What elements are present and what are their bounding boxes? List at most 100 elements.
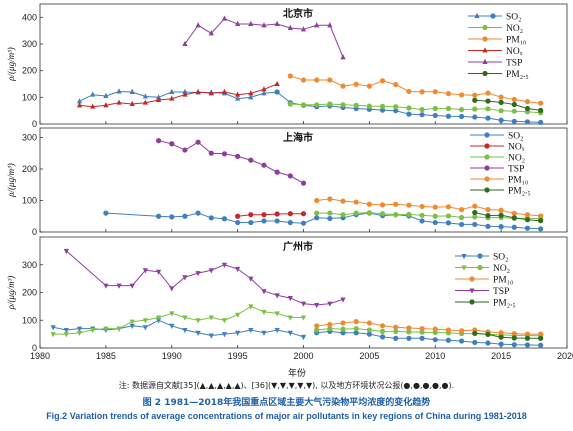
legend-label: NO₂ bbox=[506, 24, 523, 34]
series-nox-point bbox=[208, 90, 214, 96]
series-so2-point bbox=[393, 108, 399, 114]
series-so2-point bbox=[524, 119, 531, 125]
series-so2-point bbox=[248, 94, 254, 100]
series-no2-point bbox=[366, 210, 372, 216]
series-pm10-point bbox=[524, 212, 531, 218]
series-so2-point bbox=[406, 335, 412, 341]
series-so2-point bbox=[261, 330, 267, 336]
series-so2-point bbox=[459, 221, 465, 228]
x-tick-label: 2000 bbox=[293, 351, 313, 361]
series-pm25-point bbox=[485, 98, 491, 104]
legend-marker bbox=[469, 288, 475, 294]
series-so2-point bbox=[169, 214, 175, 220]
series-no2-point bbox=[287, 101, 293, 107]
y-tick-label: 0 bbox=[32, 119, 37, 129]
series-so2-point bbox=[314, 215, 320, 221]
series-pm10-point bbox=[459, 92, 465, 98]
series-tsp-point bbox=[208, 268, 214, 274]
series-no2-point bbox=[300, 102, 307, 108]
series-tsp-point bbox=[274, 169, 280, 175]
series-no2-point bbox=[419, 212, 425, 218]
series-pm10-point bbox=[366, 201, 372, 207]
series-so2-point bbox=[63, 327, 69, 334]
series-no2-point bbox=[327, 325, 333, 332]
series-no2-point bbox=[314, 327, 320, 333]
legend-label: NOₓ bbox=[506, 47, 523, 57]
series-so2-point bbox=[287, 330, 293, 336]
series-no2-point bbox=[248, 304, 254, 310]
series-so2-point bbox=[445, 220, 452, 226]
series-no2-point bbox=[90, 327, 96, 334]
series-no2-point bbox=[129, 319, 135, 325]
series-no2-point bbox=[287, 315, 293, 321]
legend-item-pm10: PM₁₀ bbox=[455, 275, 513, 285]
series-no2-point bbox=[472, 106, 478, 112]
caption-english: Fig.2 Variation trends of average concen… bbox=[46, 411, 527, 421]
series-tsp-point bbox=[155, 138, 162, 144]
series-so2-point bbox=[129, 88, 135, 94]
series-pm10-point bbox=[538, 331, 544, 337]
series-no2-point bbox=[472, 214, 478, 220]
y-tick-label: 300 bbox=[22, 39, 37, 49]
series-so2-point bbox=[182, 213, 188, 219]
series-nox-point bbox=[261, 86, 267, 92]
legend-marker bbox=[482, 36, 488, 42]
series-so2-point bbox=[274, 218, 280, 224]
series-tsp-point bbox=[248, 276, 254, 282]
series-tsp-point bbox=[129, 283, 135, 289]
series-pm10-point bbox=[406, 202, 412, 208]
series-pm25-point bbox=[524, 105, 531, 112]
legend-label: TSP bbox=[506, 58, 522, 68]
series-tsp-point bbox=[195, 271, 201, 277]
legend-label: PM₁₀ bbox=[508, 175, 528, 185]
panel-2: 0 100 200 300 ρ/(μg/m³) 上海市 SO₂NOₓNO₂TSPPM₁₀PM… bbox=[6, 127, 568, 237]
series-no2-line bbox=[53, 305, 304, 335]
series-no2-point bbox=[155, 315, 162, 321]
series-pm10-point bbox=[314, 77, 320, 83]
series-tsp-point bbox=[235, 153, 241, 159]
series-nox-line bbox=[237, 213, 304, 217]
series-so2-point bbox=[169, 323, 175, 329]
series-no2-point bbox=[459, 214, 465, 221]
series-tsp-point bbox=[169, 141, 175, 147]
series-so2-point bbox=[432, 112, 438, 119]
series-so2-line bbox=[79, 90, 278, 102]
series-so2-point bbox=[511, 118, 517, 124]
series-tsp-point bbox=[63, 248, 69, 255]
series-pm25-point bbox=[511, 335, 517, 341]
series-no2-point bbox=[445, 105, 452, 112]
series-so2-point bbox=[498, 224, 504, 230]
series-so2-point bbox=[274, 89, 280, 95]
series-so2-point bbox=[195, 210, 201, 216]
x-tick-label: 2015 bbox=[491, 351, 511, 361]
series-pm10-point bbox=[472, 203, 478, 209]
legend-marker bbox=[482, 58, 488, 64]
series-pm10-point bbox=[524, 99, 531, 105]
series-pm10-point bbox=[379, 202, 386, 208]
legend-marker bbox=[484, 143, 490, 149]
legend-label: TSP bbox=[493, 287, 509, 297]
series-pm10-point bbox=[472, 92, 478, 98]
series-pm10-point bbox=[379, 78, 386, 84]
series-no2-point bbox=[393, 104, 399, 110]
series-nox-point bbox=[195, 88, 201, 94]
series-tsp-point bbox=[155, 269, 162, 275]
legend-label: PM₂.₅ bbox=[493, 298, 516, 308]
series-pm10-point bbox=[327, 77, 333, 83]
series-pm10-point bbox=[406, 325, 412, 331]
legend-marker bbox=[477, 253, 483, 259]
series-so2-point bbox=[472, 114, 478, 120]
series-tsp-line bbox=[158, 140, 304, 184]
series-so2-point bbox=[419, 218, 425, 224]
legend-label: SO₂ bbox=[506, 12, 521, 22]
legend-item-so2: SO₂ bbox=[470, 131, 523, 141]
series-pm10-point bbox=[511, 210, 517, 217]
series-tsp-point bbox=[287, 24, 293, 30]
series-pm10-point bbox=[459, 328, 465, 334]
series-tsp-point bbox=[327, 22, 333, 28]
legend-item-no2: NO₂ bbox=[468, 24, 523, 34]
series-tsp-point bbox=[261, 22, 267, 28]
series-no2-point bbox=[208, 315, 214, 321]
y-axis-label: ρ/(μg/m³) bbox=[6, 276, 16, 311]
panel-title: 上海市 bbox=[283, 131, 313, 144]
